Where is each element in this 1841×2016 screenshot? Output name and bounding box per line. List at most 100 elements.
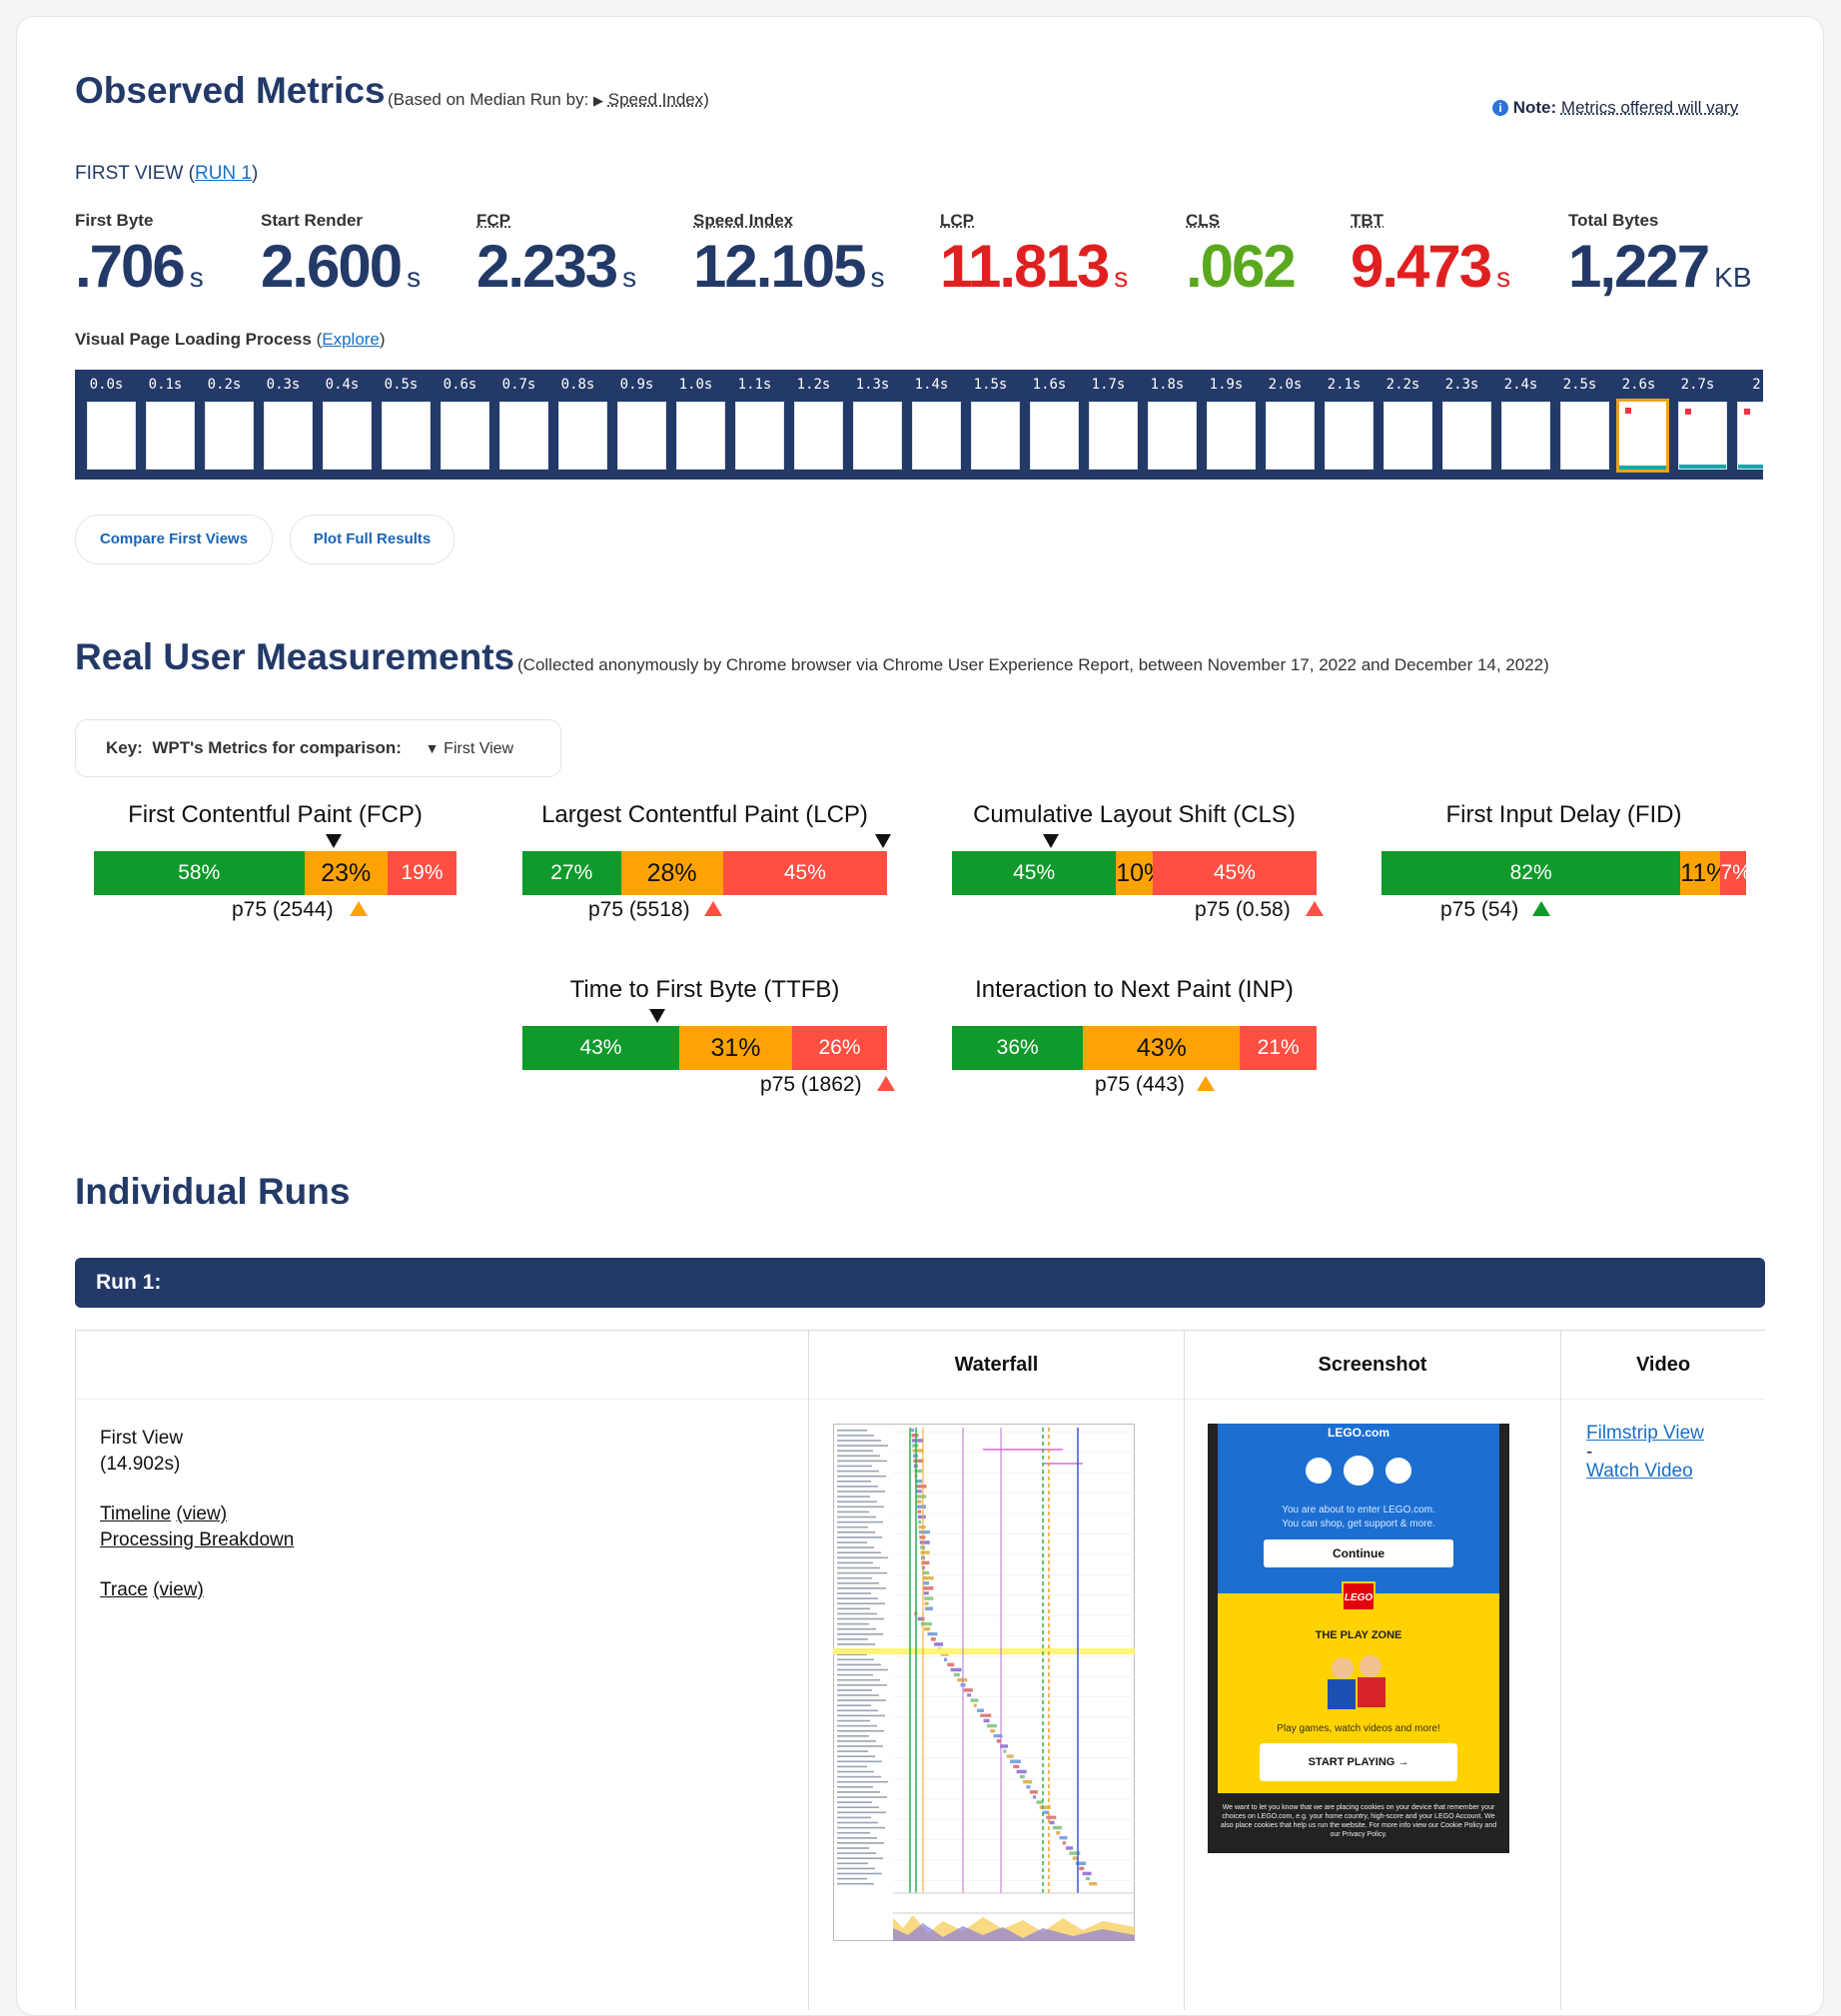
frame-thumbnail	[794, 402, 843, 470]
crux-metric-title: Cumulative Layout Shift (CLS)	[973, 801, 1296, 828]
metrics-note[interactable]: i Note: Metrics offered will vary	[1492, 98, 1738, 118]
frame-thumbnail	[912, 402, 961, 470]
p75-label: p75 (1862)	[760, 1073, 862, 1096]
metric-number: 9.473	[1351, 233, 1492, 300]
filmstrip-frame[interactable]: 0.7s	[489, 370, 548, 480]
frame-thumbnail	[1737, 402, 1763, 470]
screenshot-header: Screenshot	[1185, 1331, 1560, 1400]
explore-link[interactable]: Explore	[322, 330, 380, 349]
filmstrip-frame[interactable]: 1.3s	[843, 370, 902, 480]
waterfall-column: Waterfall	[809, 1331, 1185, 2010]
metric-label[interactable]: Speed Index	[693, 211, 794, 230]
filmstrip-frame[interactable]: 2.7s	[1668, 370, 1727, 480]
filmstrip-frame[interactable]: 1.2s	[784, 370, 843, 480]
wpt-marker-icon	[1042, 834, 1059, 848]
frame-time: 0.7s	[501, 377, 536, 393]
metric-label[interactable]: TBT	[1351, 211, 1384, 230]
explore-open: (	[316, 330, 323, 349]
timeline-link[interactable]: Timeline	[100, 1504, 172, 1524]
metric-label[interactable]: CLS	[1186, 211, 1220, 230]
metric-unit: s	[1114, 262, 1129, 293]
median-prefix: (Based on Median Run by:	[388, 90, 589, 109]
video-links: Filmstrip View - Watch Video	[1586, 1421, 1704, 1485]
frame-time: 2.3s	[1444, 377, 1479, 393]
filmstrip-frame[interactable]: 1.9s	[1197, 370, 1256, 480]
trace-link[interactable]: Trace	[100, 1579, 148, 1600]
median-metric-link[interactable]: Speed Index	[607, 90, 704, 109]
filmstrip-frame[interactable]: 0.2s	[195, 370, 254, 480]
enter-text-2: You can shop, get support & more.	[1282, 1518, 1435, 1529]
p75-status-icon	[1532, 901, 1550, 916]
crux-segment-ni: 43%	[1083, 1026, 1241, 1070]
crux-segment-ni: 10%	[1116, 851, 1153, 895]
screenshot-play-text: Play games, watch videos and more!	[1277, 1723, 1440, 1734]
frame-time: 2	[1752, 377, 1761, 393]
filmstrip-frame[interactable]: 1.7s	[1079, 370, 1138, 480]
frame-thumbnail	[735, 402, 784, 470]
filmstrip-frame[interactable]: 1.5s	[961, 370, 1020, 480]
metric-label: Total Bytes	[1568, 211, 1659, 230]
frame-time: 1.3s	[855, 377, 890, 393]
metric-label[interactable]: FCP	[476, 211, 510, 230]
filmstrip-frame[interactable]: 1.4s	[902, 370, 961, 480]
frame-time: 1.0s	[678, 377, 713, 393]
filmstrip-frame[interactable]: 2.5s	[1550, 370, 1609, 480]
compare-first-views-button[interactable]: Compare First Views	[75, 514, 273, 564]
frame-thumbnail	[1325, 402, 1374, 470]
run-1-link[interactable]: RUN 1	[194, 163, 252, 184]
filmstrip-frame[interactable]: 1.8s	[1138, 370, 1197, 480]
metric-number: .062	[1186, 233, 1297, 300]
crux-segment-good: 58%	[94, 851, 305, 895]
filmstrip-frame[interactable]: 0.0s	[77, 370, 136, 480]
plot-full-results-button[interactable]: Plot Full Results	[290, 514, 455, 564]
frame-time: 0.2s	[207, 377, 242, 393]
filmstrip-frame[interactable]: 0.5s	[372, 370, 431, 480]
filmstrip-frame[interactable]: 0.6s	[431, 370, 489, 480]
filmstrip-frame[interactable]: 0.1s	[136, 370, 195, 480]
p75-label: p75 (2544)	[232, 898, 334, 921]
median-caret-icon[interactable]: ▶	[593, 93, 604, 108]
filmstrip-frame[interactable]: 2	[1727, 370, 1763, 480]
frame-thumbnail	[558, 402, 607, 470]
frame-thumbnail	[1560, 402, 1609, 470]
frame-thumbnail	[323, 402, 372, 470]
filmstrip-frame[interactable]: 0.9s	[607, 370, 666, 480]
processing-breakdown-link[interactable]: Processing Breakdown	[100, 1529, 295, 1550]
wpt-marker-icon	[325, 834, 342, 848]
median-suffix: )	[703, 90, 709, 109]
filmstrip-frame[interactable]: 2.2s	[1374, 370, 1432, 480]
timeline-view-link[interactable]: (view)	[176, 1504, 228, 1524]
key-metrics-label: WPT's Metrics for comparison:	[152, 738, 402, 757]
video-separator: -	[1586, 1442, 1593, 1463]
filmstrip-frame[interactable]: 0.8s	[548, 370, 607, 480]
filmstrip-frame[interactable]: 0.4s	[313, 370, 372, 480]
metric-label: First Byte	[75, 211, 154, 230]
crux-distribution-bar: 36% 43% 21%	[952, 1026, 1317, 1070]
frame-time: 2.2s	[1385, 377, 1420, 393]
enter-text-1: You are about to enter LEGO.com.	[1282, 1505, 1435, 1515]
filmstrip-frame[interactable]: 1.1s	[725, 370, 784, 480]
frame-time: 0.5s	[384, 377, 419, 393]
filmstrip-frame[interactable]: 2.6s	[1609, 370, 1669, 480]
filmstrip[interactable]: 0.0s 0.1s 0.2s 0.3s 0.4s 0.5s 0.6s 0.7s 0.8s 0.9s…	[75, 370, 1763, 480]
filmstrip-frame[interactable]: 1.6s	[1020, 370, 1079, 480]
screenshot-help-icon	[1385, 1458, 1411, 1484]
frame-time: 1.8s	[1150, 377, 1185, 393]
trace-view-link[interactable]: (view)	[153, 1579, 204, 1600]
filmstrip-frame[interactable]: 2.1s	[1315, 370, 1374, 480]
filmstrip-frame[interactable]: 2.4s	[1491, 370, 1550, 480]
metric-label[interactable]: LCP	[940, 211, 974, 230]
filmstrip-frame[interactable]: 2.3s	[1432, 370, 1491, 480]
crux-distribution-bar: 82%11%7%	[1381, 851, 1746, 895]
crux-distribution-bar: 45%10%45%	[952, 851, 1317, 895]
filmstrip-frame[interactable]: 2.0s	[1256, 370, 1315, 480]
filmstrip-view-link[interactable]: Filmstrip View	[1586, 1423, 1704, 1444]
frame-thumbnail	[1089, 402, 1138, 470]
crux-metric-title: Largest Contentful Paint (LCP)	[541, 801, 868, 828]
watch-video-link[interactable]: Watch Video	[1586, 1461, 1693, 1482]
metric-value: 2.600 s	[261, 232, 421, 301]
filmstrip-frame[interactable]: 0.3s	[254, 370, 313, 480]
filmstrip-frame[interactable]: 1.0s	[666, 370, 725, 480]
page-screenshot[interactable]: LEGO.com You are about to enter LEGO.com…	[1208, 1424, 1509, 1853]
waterfall-thumbnail[interactable]	[833, 1424, 1135, 1941]
